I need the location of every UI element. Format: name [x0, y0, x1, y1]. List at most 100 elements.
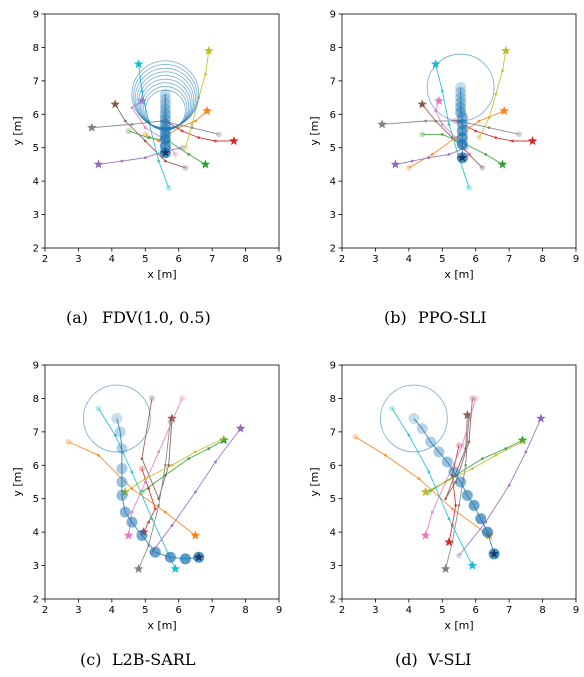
- agent-point: [440, 89, 444, 93]
- robot-goal-star: [457, 152, 468, 162]
- caption-tag: (b): [384, 308, 407, 327]
- agent-point: [424, 119, 427, 123]
- x-tick-label: 5: [142, 605, 148, 616]
- agent-point: [187, 153, 191, 156]
- x-tick-label: 8: [242, 605, 248, 616]
- agent-start-point: [125, 128, 132, 134]
- y-tick-label: 3: [330, 561, 336, 572]
- subplot-c: 2 3 4 5 6 7 8 9 2 3 4 5 6 7 8 9 x [m] y [m] (c) L2B-SAR…: [11, 361, 282, 670]
- agent-point: [467, 440, 471, 444]
- agent-start-point: [466, 184, 473, 191]
- robot-position: [455, 92, 467, 104]
- agent-point: [384, 453, 387, 457]
- agent-point: [147, 136, 151, 140]
- robot-sensing-circle: [82, 384, 151, 453]
- agent-point: [207, 447, 211, 450]
- robot-position: [408, 412, 420, 424]
- agent-point: [444, 497, 448, 501]
- axis-ticks: 2 3 4 5 6 7 8 9 2 3 4 5 6 7 8 9: [33, 361, 283, 617]
- agent-goal-star: [499, 105, 509, 115]
- x-tick-label: 7: [209, 605, 215, 616]
- agent-trajectory: [395, 147, 466, 165]
- x-tick-label: 5: [439, 605, 445, 616]
- agent-point: [143, 477, 147, 481]
- y-tick-label: 3: [33, 561, 39, 572]
- agent-point: [130, 106, 134, 109]
- agent-point: [130, 122, 134, 126]
- agent-start-point: [466, 412, 473, 419]
- agent-point: [163, 463, 167, 467]
- robot-position: [111, 412, 123, 424]
- agent-point: [440, 132, 444, 136]
- robot-position: [116, 463, 128, 475]
- agent-start-point: [148, 395, 155, 402]
- agent-goal-star: [420, 530, 431, 540]
- agent-goal-star: [120, 487, 130, 497]
- agent-goal-star: [430, 59, 441, 69]
- agent-point: [147, 487, 151, 491]
- agent-point: [427, 470, 431, 474]
- agent-goal-star: [133, 59, 144, 69]
- y-tick-label: 2: [33, 244, 39, 255]
- caption-tag: (d): [395, 650, 418, 669]
- agent-point: [410, 159, 414, 163]
- robot-position: [468, 499, 480, 511]
- agent-point: [153, 507, 157, 511]
- agent-point: [204, 72, 207, 76]
- agent-start-point: [479, 164, 486, 171]
- x-tick-label: 2: [42, 605, 48, 616]
- robot-position: [448, 466, 460, 478]
- y-tick-label: 4: [33, 177, 39, 188]
- robot-position: [159, 103, 171, 115]
- y-tick-label: 4: [330, 528, 336, 539]
- robot-position: [416, 423, 428, 435]
- x-tick-label: 3: [372, 254, 378, 265]
- y-tick-label: 3: [330, 210, 336, 221]
- y-tick-label: 4: [330, 177, 336, 188]
- agent-goal-star: [229, 136, 239, 146]
- agent-point: [507, 483, 511, 487]
- x-tick-label: 5: [142, 254, 148, 265]
- agent-trajectory: [114, 104, 186, 169]
- agent-goal-star: [536, 413, 546, 423]
- agent-goal-star: [202, 105, 212, 115]
- agent-start-point: [472, 395, 479, 402]
- agent-goal-star: [93, 159, 104, 169]
- agent-point: [170, 463, 174, 467]
- y-tick-label: 3: [33, 210, 39, 221]
- y-tick-label: 8: [33, 394, 39, 405]
- agent-point: [214, 139, 217, 143]
- y-tick-label: 6: [330, 110, 336, 121]
- plot-area: [87, 45, 239, 191]
- robot-position: [433, 446, 445, 458]
- x-tick-label: 4: [406, 605, 412, 616]
- robot-position: [159, 93, 171, 105]
- agent-goal-star: [235, 423, 246, 433]
- agent-point: [417, 477, 421, 481]
- axes-frame: [341, 364, 577, 600]
- y-tick-label: 5: [330, 494, 336, 505]
- agent-start-point: [182, 144, 189, 151]
- x-tick-label: 6: [473, 605, 479, 616]
- agent-point: [430, 153, 434, 156]
- robot-position: [159, 98, 171, 110]
- agent-point: [123, 119, 127, 123]
- agent-start-point: [138, 465, 145, 472]
- robot-position: [475, 513, 487, 525]
- x-tick-label: 3: [75, 605, 81, 616]
- y-tick-label: 6: [33, 110, 39, 121]
- agent-point: [444, 480, 448, 484]
- robot-sensing-circle: [144, 89, 186, 131]
- agent-trajectory: [98, 408, 176, 570]
- robot-sensing-circle: [426, 53, 495, 122]
- agent-point: [447, 517, 451, 521]
- agent-goal-star: [133, 563, 144, 573]
- agent-point: [494, 136, 498, 140]
- robot-position: [425, 436, 437, 448]
- agent-point: [147, 520, 151, 524]
- agent-point: [454, 136, 458, 140]
- x-tick-label: 5: [439, 254, 445, 265]
- agent-point: [130, 470, 134, 474]
- axis-ticks: 2 3 4 5 6 7 8 9 2 3 4 5 6 7 8 9: [330, 361, 580, 617]
